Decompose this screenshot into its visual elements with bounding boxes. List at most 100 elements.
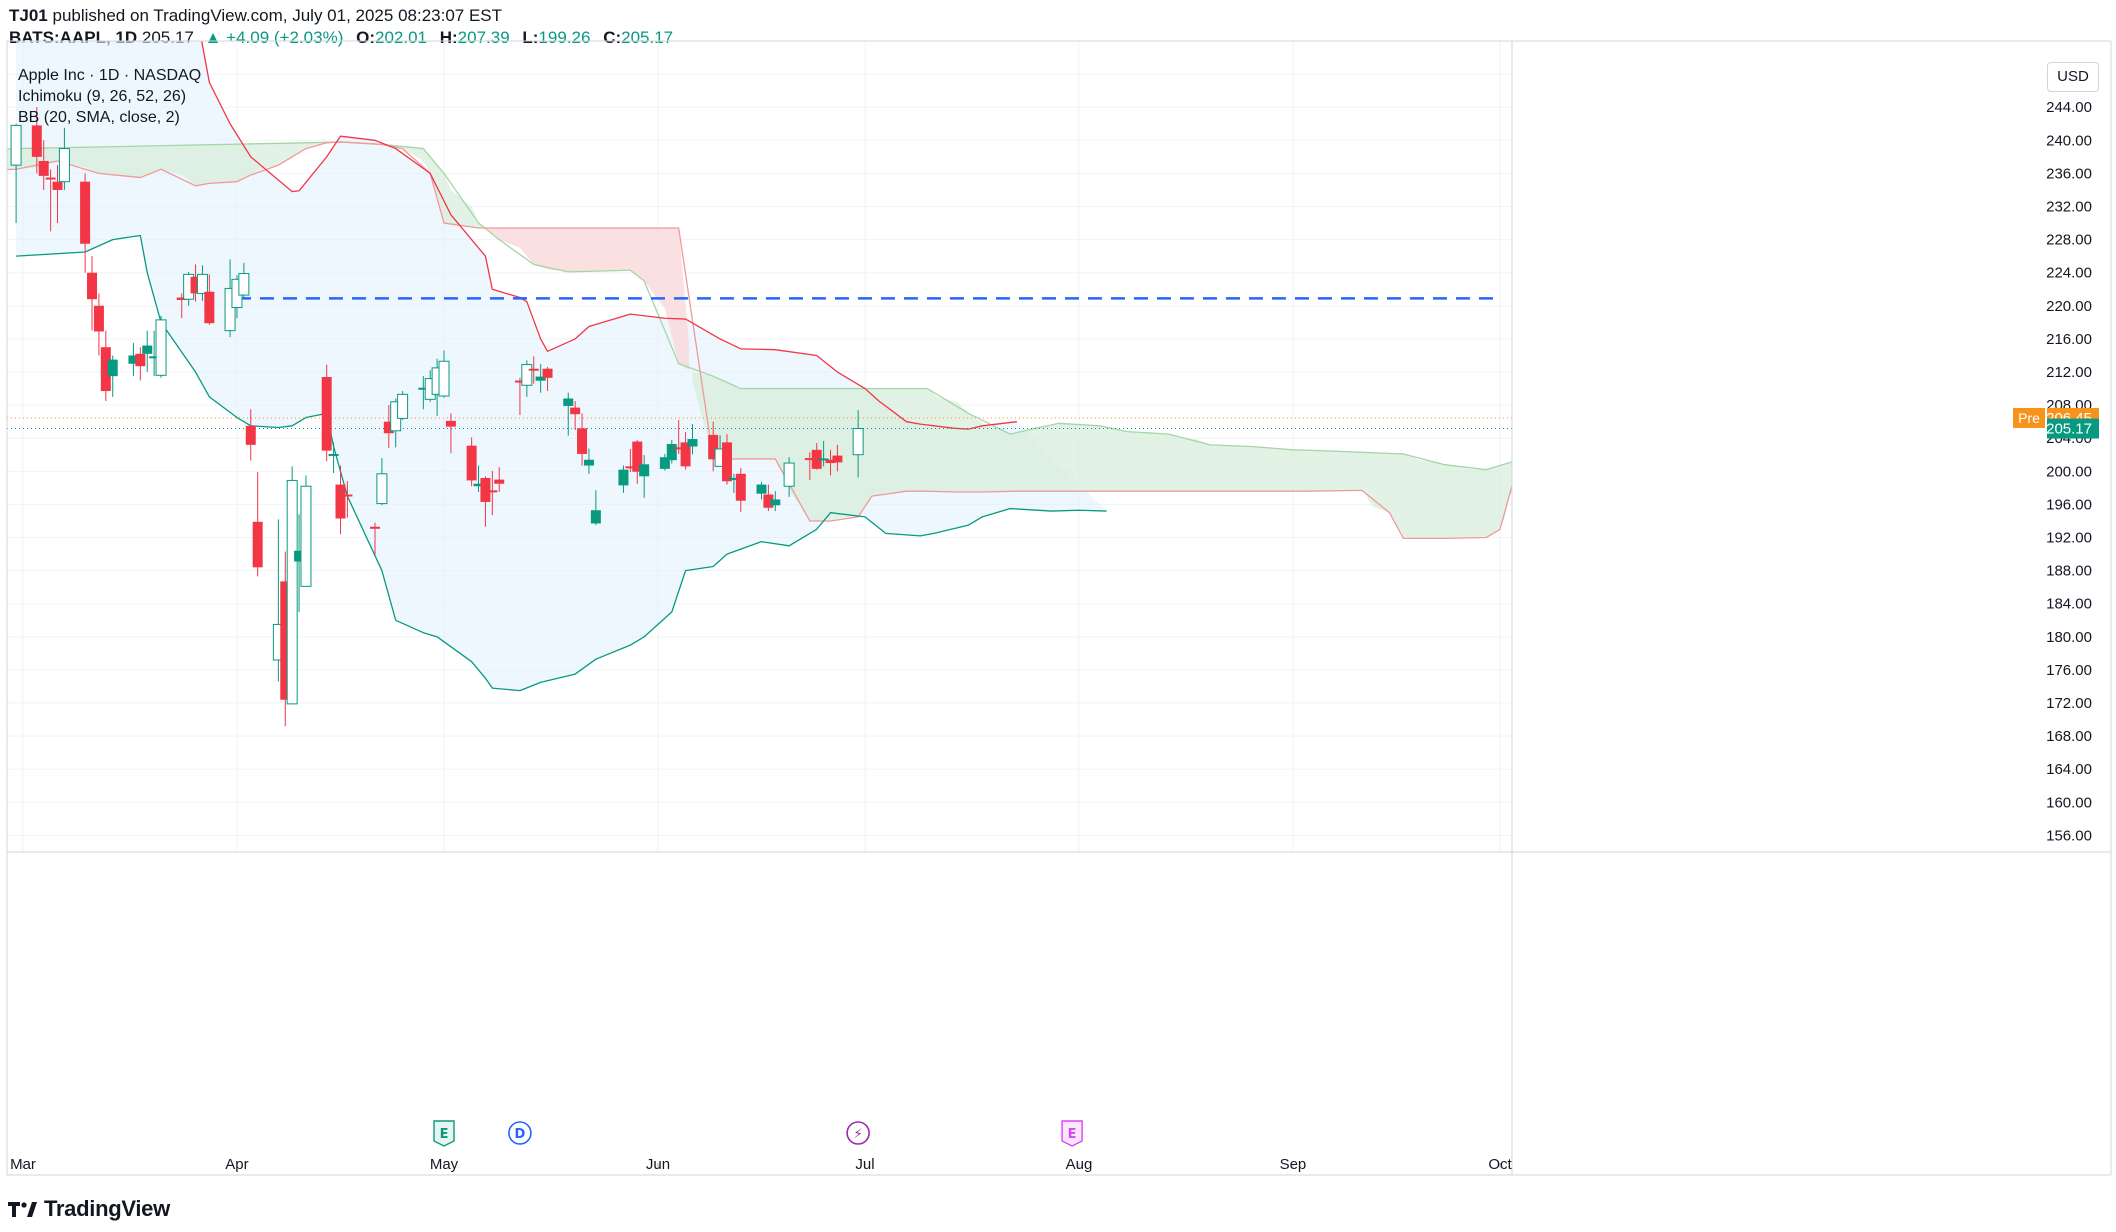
price-axis[interactable]: 156.00 160.00 164.00 168.00 172.00 176.00 180.… (2046, 66, 2092, 844)
candle[interactable] (625, 448, 636, 473)
candle[interactable] (570, 400, 581, 430)
candle[interactable] (659, 453, 670, 471)
candle[interactable] (135, 347, 146, 381)
legend-ichimoku[interactable]: Ichimoku (9, 26, 52, 26) (18, 88, 187, 105)
candle-body (300, 485, 312, 587)
event-markers[interactable]: E D ⚡ E (433, 1120, 1083, 1147)
candle[interactable] (204, 274, 215, 325)
candle[interactable] (52, 165, 63, 224)
tradingview-logo[interactable]: TradingView (8, 1195, 170, 1223)
candle[interactable] (783, 457, 795, 497)
candle[interactable] (245, 409, 256, 461)
candle[interactable] (418, 376, 429, 410)
candle[interactable] (438, 350, 450, 398)
event-earnings[interactable]: E (433, 1120, 455, 1147)
candle[interactable] (397, 391, 409, 421)
candle[interactable] (45, 169, 56, 232)
candle[interactable] (321, 364, 332, 462)
event-dividend[interactable]: D (508, 1121, 532, 1145)
candle[interactable] (514, 377, 525, 416)
candle[interactable] (632, 439, 643, 484)
candle[interactable] (280, 551, 291, 727)
candle[interactable] (735, 468, 746, 512)
candle[interactable] (328, 442, 339, 473)
candle[interactable] (763, 484, 774, 512)
candle[interactable] (804, 452, 815, 480)
candle[interactable] (577, 413, 588, 466)
candle-body (321, 376, 332, 451)
candle[interactable] (383, 405, 394, 449)
candle[interactable] (142, 330, 153, 373)
legend-bollinger[interactable]: BB (20, SMA, close, 2) (18, 109, 180, 126)
candle[interactable] (190, 264, 201, 302)
candle[interactable] (852, 410, 864, 478)
plot-area[interactable] (0, 0, 1514, 727)
candle[interactable] (107, 355, 118, 397)
candle-body (618, 469, 629, 486)
ichimoku-span-b-line (7, 141, 1512, 540)
candle[interactable] (87, 256, 98, 331)
candle[interactable] (590, 490, 601, 526)
candle[interactable] (687, 424, 698, 455)
candle[interactable] (93, 293, 104, 356)
candle[interactable] (721, 434, 732, 485)
candle[interactable] (535, 364, 546, 393)
candle[interactable] (155, 315, 167, 378)
candle[interactable] (376, 458, 388, 506)
candle[interactable] (369, 522, 380, 556)
candle[interactable] (618, 465, 629, 493)
candle[interactable] (10, 123, 22, 224)
candle[interactable] (100, 330, 111, 401)
candle[interactable] (238, 262, 250, 298)
candle[interactable] (680, 432, 691, 470)
candle[interactable] (466, 437, 477, 487)
candle[interactable] (80, 173, 91, 273)
candle[interactable] (128, 343, 139, 377)
publish-text: published on TradingView.com, July 01, 2… (52, 6, 503, 25)
candle[interactable] (818, 440, 829, 467)
candle[interactable] (149, 330, 160, 377)
candle[interactable] (445, 413, 456, 454)
candle[interactable] (770, 491, 781, 512)
currency-button[interactable]: USD (2047, 62, 2099, 92)
candle[interactable] (224, 259, 236, 338)
candle-body (238, 273, 250, 296)
candle[interactable] (728, 473, 739, 493)
event-news[interactable]: ⚡ (846, 1121, 870, 1145)
candle[interactable] (811, 443, 822, 470)
candle[interactable] (583, 448, 594, 474)
candle-body (280, 581, 291, 700)
candle[interactable] (639, 455, 650, 498)
candle[interactable] (176, 293, 187, 319)
author-name[interactable]: TJ01 (9, 6, 48, 25)
candle[interactable] (252, 472, 263, 577)
candle[interactable] (487, 470, 498, 516)
candle[interactable] (38, 140, 49, 190)
candle[interactable] (294, 514, 305, 613)
time-tick-label: Sep (1280, 1156, 1307, 1173)
candle[interactable] (825, 449, 836, 476)
time-axis[interactable]: Mar Apr May Jun Jul Aug Sep Oct (10, 1156, 1512, 1173)
candle[interactable] (708, 421, 719, 472)
candle[interactable] (58, 127, 70, 190)
candle[interactable] (563, 392, 574, 436)
candle[interactable] (31, 107, 42, 174)
candle[interactable] (521, 360, 533, 397)
candle[interactable] (300, 475, 312, 587)
candle[interactable] (473, 465, 484, 493)
event-earnings-upcoming[interactable]: E (1061, 1120, 1083, 1147)
candle[interactable] (832, 444, 843, 472)
candle[interactable] (673, 420, 684, 454)
candle[interactable] (494, 467, 505, 493)
candle[interactable] (335, 465, 346, 535)
candle[interactable] (286, 466, 298, 705)
candle[interactable] (756, 482, 767, 500)
last-price-tag-label: 205.17 (2046, 421, 2092, 438)
candle[interactable] (196, 265, 208, 301)
candle[interactable] (528, 356, 539, 384)
candle[interactable] (666, 439, 677, 464)
candle[interactable] (480, 476, 491, 527)
candle[interactable] (542, 367, 553, 392)
candle[interactable] (342, 481, 353, 518)
